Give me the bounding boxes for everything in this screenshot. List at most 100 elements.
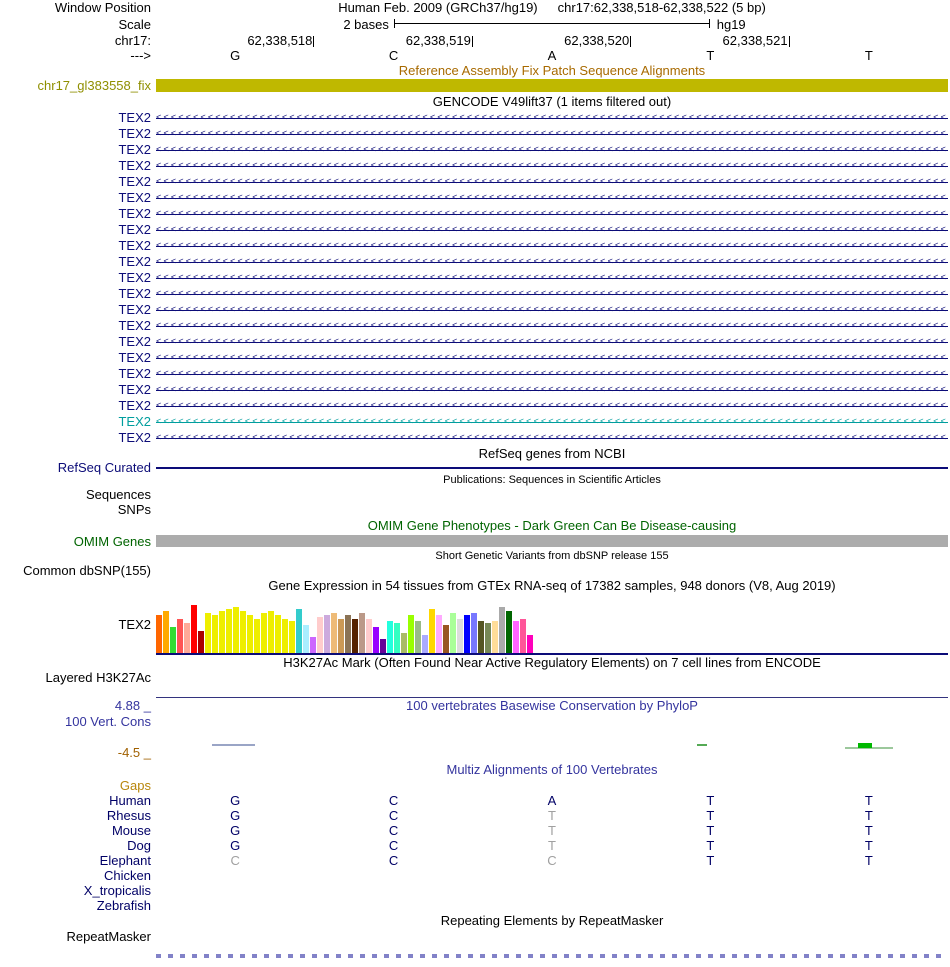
- gencode-gene-label[interactable]: TEX2: [118, 302, 151, 317]
- gtex-bar[interactable]: [415, 621, 421, 653]
- gencode-gene-label[interactable]: TEX2: [118, 430, 151, 445]
- gtex-bar[interactable]: [191, 605, 197, 653]
- gtex-bar[interactable]: [282, 619, 288, 653]
- gtex-bar[interactable]: [422, 635, 428, 653]
- multiz-species-label[interactable]: Dog: [127, 838, 151, 853]
- h3k27ac-label[interactable]: Layered H3K27Ac: [45, 670, 151, 685]
- gencode-gene-track[interactable]: <<<<<<<<<<<<<<<<<<<<<<<<<<<<<<<<<<<<<<<<…: [156, 158, 948, 174]
- gtex-bar[interactable]: [485, 623, 491, 653]
- gtex-bar[interactable]: [464, 615, 470, 653]
- gencode-gene-label[interactable]: TEX2: [118, 238, 151, 253]
- gencode-gene-track[interactable]: <<<<<<<<<<<<<<<<<<<<<<<<<<<<<<<<<<<<<<<<…: [156, 382, 948, 398]
- gtex-bar[interactable]: [261, 613, 267, 653]
- gtex-bar[interactable]: [513, 621, 519, 653]
- gtex-bar[interactable]: [296, 609, 302, 653]
- gencode-gene-label[interactable]: TEX2: [118, 334, 151, 349]
- gtex-bar[interactable]: [275, 615, 281, 653]
- multiz-species-label[interactable]: Chicken: [104, 868, 151, 883]
- refseq-gene-line[interactable]: [156, 467, 948, 469]
- strand-arrow-label[interactable]: --->: [130, 48, 151, 63]
- gtex-bar[interactable]: [478, 621, 484, 653]
- gencode-gene-track[interactable]: <<<<<<<<<<<<<<<<<<<<<<<<<<<<<<<<<<<<<<<<…: [156, 110, 948, 126]
- gtex-bar[interactable]: [303, 625, 309, 653]
- gencode-gene-track[interactable]: <<<<<<<<<<<<<<<<<<<<<<<<<<<<<<<<<<<<<<<<…: [156, 350, 948, 366]
- gtex-bar[interactable]: [359, 613, 365, 653]
- snps-label[interactable]: SNPs: [117, 502, 151, 517]
- gtex-bar[interactable]: [443, 625, 449, 653]
- gencode-gene-label[interactable]: TEX2: [118, 158, 151, 173]
- gtex-bar[interactable]: [170, 627, 176, 653]
- h3k27ac-track[interactable]: [156, 670, 948, 698]
- gtex-bar[interactable]: [324, 615, 330, 653]
- gencode-gene-track[interactable]: <<<<<<<<<<<<<<<<<<<<<<<<<<<<<<<<<<<<<<<<…: [156, 414, 948, 430]
- multiz-species-label[interactable]: Mouse: [111, 823, 151, 838]
- gencode-gene-track[interactable]: <<<<<<<<<<<<<<<<<<<<<<<<<<<<<<<<<<<<<<<<…: [156, 366, 948, 382]
- gencode-gene-track[interactable]: <<<<<<<<<<<<<<<<<<<<<<<<<<<<<<<<<<<<<<<<…: [156, 142, 948, 158]
- gtex-bar[interactable]: [177, 619, 183, 653]
- gencode-gene-label[interactable]: TEX2: [118, 190, 151, 205]
- gtex-bar[interactable]: [436, 615, 442, 653]
- gtex-bar[interactable]: [408, 615, 414, 653]
- gtex-bar[interactable]: [205, 613, 211, 653]
- gtex-bar[interactable]: [387, 621, 393, 653]
- gencode-gene-track[interactable]: <<<<<<<<<<<<<<<<<<<<<<<<<<<<<<<<<<<<<<<<…: [156, 206, 948, 222]
- gtex-bar[interactable]: [345, 615, 351, 653]
- gtex-bar[interactable]: [254, 619, 260, 653]
- gtex-bar[interactable]: [219, 611, 225, 653]
- gencode-gene-label[interactable]: TEX2: [118, 206, 151, 221]
- gencode-gene-label[interactable]: TEX2: [118, 126, 151, 141]
- gtex-bar[interactable]: [338, 619, 344, 653]
- multiz-species-label[interactable]: Human: [109, 793, 151, 808]
- gtex-bar[interactable]: [520, 619, 526, 653]
- gtex-bar[interactable]: [457, 619, 463, 653]
- multiz-species-label[interactable]: Rhesus: [106, 808, 151, 823]
- fix-patch-bar[interactable]: [156, 79, 948, 92]
- gencode-gene-label[interactable]: TEX2: [118, 222, 151, 237]
- gtex-bar[interactable]: [506, 611, 512, 653]
- gtex-bar[interactable]: [233, 607, 239, 653]
- gtex-bar[interactable]: [429, 609, 435, 653]
- gtex-bar[interactable]: [499, 607, 505, 653]
- omim-label[interactable]: OMIM Genes: [73, 534, 151, 549]
- gtex-bar[interactable]: [366, 619, 372, 653]
- gencode-gene-track[interactable]: <<<<<<<<<<<<<<<<<<<<<<<<<<<<<<<<<<<<<<<<…: [156, 238, 948, 254]
- gtex-bar[interactable]: [394, 623, 400, 653]
- multiz-species-label[interactable]: Elephant: [99, 853, 151, 868]
- gencode-gene-track[interactable]: <<<<<<<<<<<<<<<<<<<<<<<<<<<<<<<<<<<<<<<<…: [156, 222, 948, 238]
- gencode-gene-label[interactable]: TEX2: [118, 174, 151, 189]
- gtex-bar[interactable]: [212, 615, 218, 653]
- gencode-gene-label[interactable]: TEX2: [118, 142, 151, 157]
- gencode-gene-track[interactable]: <<<<<<<<<<<<<<<<<<<<<<<<<<<<<<<<<<<<<<<<…: [156, 398, 948, 414]
- gencode-gene-label[interactable]: TEX2: [118, 110, 151, 125]
- gtex-bar[interactable]: [184, 623, 190, 653]
- gtex-bar[interactable]: [450, 613, 456, 653]
- omim-gene-bar[interactable]: [156, 535, 948, 547]
- gtex-bar[interactable]: [156, 615, 162, 653]
- gtex-bar[interactable]: [380, 639, 386, 653]
- gtex-bar[interactable]: [198, 631, 204, 653]
- gencode-gene-label[interactable]: TEX2: [118, 350, 151, 365]
- gencode-gene-label[interactable]: TEX2: [118, 318, 151, 333]
- gtex-bar[interactable]: [373, 627, 379, 653]
- gencode-gene-track[interactable]: <<<<<<<<<<<<<<<<<<<<<<<<<<<<<<<<<<<<<<<<…: [156, 254, 948, 270]
- gencode-gene-track[interactable]: <<<<<<<<<<<<<<<<<<<<<<<<<<<<<<<<<<<<<<<<…: [156, 286, 948, 302]
- multiz-species-label[interactable]: Zebrafish: [96, 898, 151, 913]
- gencode-gene-track[interactable]: <<<<<<<<<<<<<<<<<<<<<<<<<<<<<<<<<<<<<<<<…: [156, 190, 948, 206]
- gtex-bar[interactable]: [471, 613, 477, 653]
- gencode-gene-label[interactable]: TEX2: [118, 270, 151, 285]
- gtex-bar[interactable]: [401, 633, 407, 653]
- gencode-gene-label[interactable]: TEX2: [118, 398, 151, 413]
- gtex-bar[interactable]: [268, 611, 274, 653]
- multiz-species-label[interactable]: X_tropicalis: [83, 883, 151, 898]
- gencode-gene-track[interactable]: <<<<<<<<<<<<<<<<<<<<<<<<<<<<<<<<<<<<<<<<…: [156, 334, 948, 350]
- refseq-label[interactable]: RefSeq Curated: [57, 460, 151, 475]
- gtex-bar[interactable]: [289, 621, 295, 653]
- gtex-bar[interactable]: [527, 635, 533, 653]
- sequences-label[interactable]: Sequences: [85, 487, 151, 502]
- multiz-species-label[interactable]: Gaps: [119, 778, 151, 793]
- gencode-gene-track[interactable]: <<<<<<<<<<<<<<<<<<<<<<<<<<<<<<<<<<<<<<<<…: [156, 430, 948, 446]
- gencode-gene-track[interactable]: <<<<<<<<<<<<<<<<<<<<<<<<<<<<<<<<<<<<<<<<…: [156, 318, 948, 334]
- ruler-tick-track[interactable]: 62,338,518 62,338,519 62,338,520 62,338,521: [156, 33, 948, 48]
- gencode-gene-track[interactable]: <<<<<<<<<<<<<<<<<<<<<<<<<<<<<<<<<<<<<<<<…: [156, 270, 948, 286]
